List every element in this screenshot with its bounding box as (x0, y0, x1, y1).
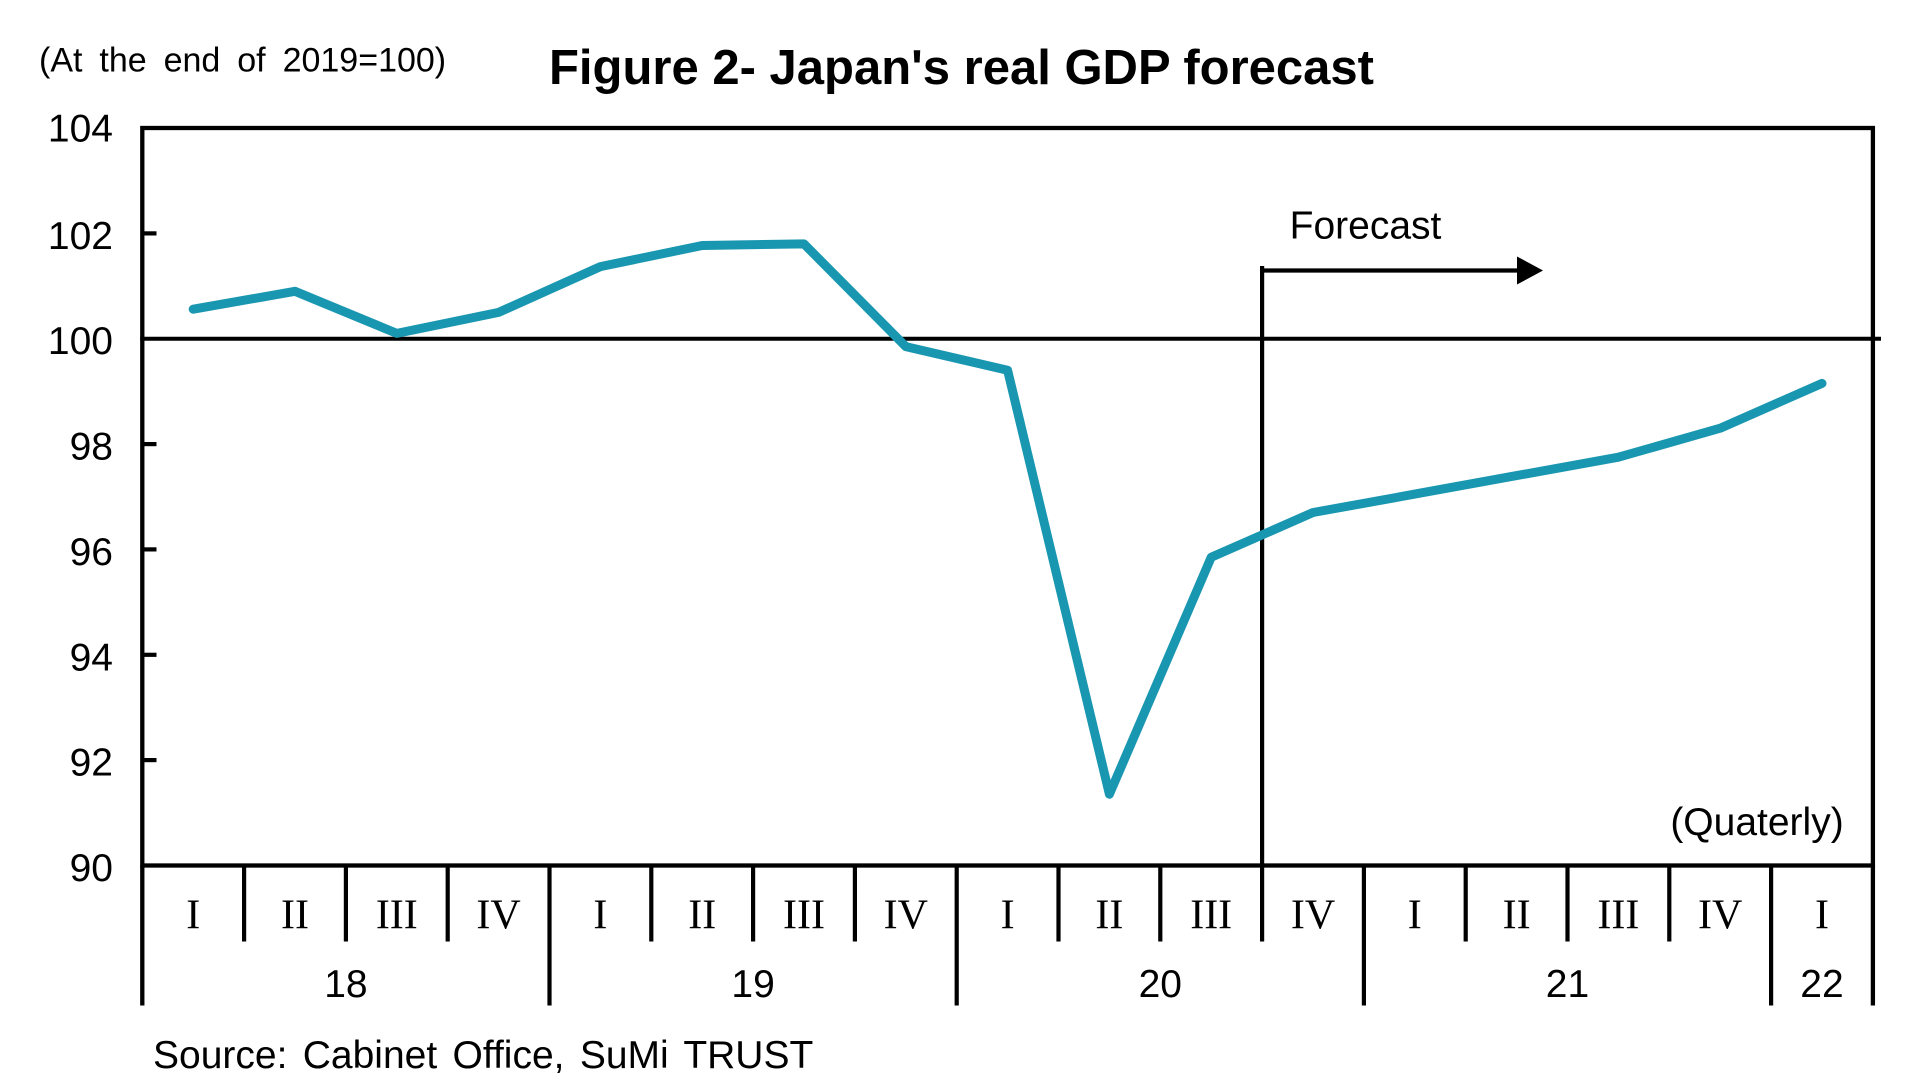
svg-text:(Quaterly): (Quaterly) (1670, 801, 1843, 844)
svg-text:94: 94 (70, 636, 113, 679)
svg-text:I: I (593, 893, 607, 939)
svg-text:19: 19 (731, 963, 774, 1006)
svg-text:96: 96 (70, 531, 113, 574)
svg-text:I: I (186, 893, 200, 939)
svg-text:100: 100 (48, 320, 113, 363)
svg-text:IV: IV (476, 893, 520, 939)
svg-text:Figure 2- Japan's real GDP for: Figure 2- Japan's real GDP forecast (549, 41, 1374, 95)
svg-text:III: III (1190, 893, 1232, 939)
svg-text:III: III (376, 893, 418, 939)
svg-text:22: 22 (1800, 963, 1843, 1006)
svg-text:III: III (783, 893, 825, 939)
svg-text:III: III (1597, 893, 1639, 939)
svg-text:II: II (1503, 893, 1531, 939)
svg-text:90: 90 (70, 847, 113, 890)
svg-text:I: I (1815, 893, 1829, 939)
svg-text:II: II (1095, 893, 1123, 939)
svg-text:(At the end of 2019=100): (At the end of 2019=100) (39, 42, 446, 80)
svg-text:II: II (281, 893, 309, 939)
svg-text:I: I (1408, 893, 1422, 939)
svg-text:II: II (688, 893, 716, 939)
svg-text:18: 18 (324, 963, 367, 1006)
svg-text:104: 104 (48, 108, 113, 151)
svg-text:IV: IV (884, 893, 928, 939)
svg-text:98: 98 (70, 426, 113, 469)
svg-text:102: 102 (48, 215, 113, 258)
svg-text:IV: IV (1291, 893, 1335, 939)
svg-text:Source: Cabinet Office, SuMi T: Source: Cabinet Office, SuMi TRUST (153, 1034, 813, 1077)
svg-text:I: I (1001, 893, 1015, 939)
svg-text:20: 20 (1139, 963, 1182, 1006)
svg-text:Forecast: Forecast (1290, 204, 1442, 247)
svg-text:IV: IV (1698, 893, 1742, 939)
svg-text:21: 21 (1546, 963, 1589, 1006)
svg-text:92: 92 (70, 742, 113, 785)
